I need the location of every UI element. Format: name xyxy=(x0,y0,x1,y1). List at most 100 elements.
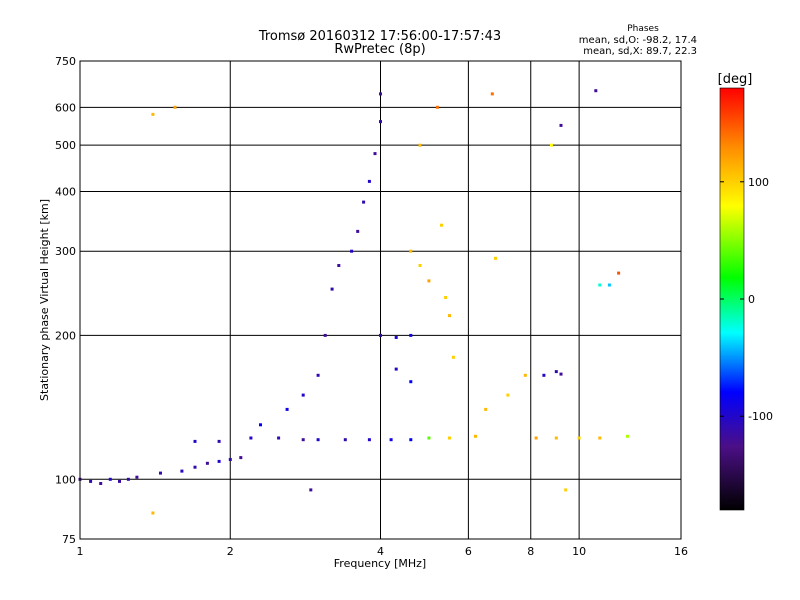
data-point xyxy=(409,438,413,442)
data-point xyxy=(484,407,488,411)
x-tick-label: 16 xyxy=(674,545,688,558)
data-point xyxy=(394,336,398,339)
data-point xyxy=(598,436,602,440)
y-tick-label: 200 xyxy=(55,329,76,342)
data-point xyxy=(409,380,413,384)
data-point xyxy=(249,436,253,440)
data-point xyxy=(389,438,393,442)
data-point xyxy=(554,436,558,440)
data-point xyxy=(180,469,184,473)
data-point xyxy=(559,372,563,376)
data-point xyxy=(99,482,103,485)
data-point xyxy=(367,438,371,442)
data-point xyxy=(494,256,497,260)
data-point xyxy=(259,423,262,427)
data-point xyxy=(309,488,313,492)
data-point xyxy=(373,152,377,156)
data-point xyxy=(409,333,413,337)
data-point xyxy=(228,458,232,461)
y-axis-ticks: 75 100 200 300 400 500 600 750 xyxy=(55,55,76,546)
data-point xyxy=(239,456,243,460)
data-point xyxy=(440,223,443,227)
colorbar-label: [deg] xyxy=(718,72,753,87)
data-point xyxy=(554,370,558,374)
stats-heading: Phases xyxy=(627,24,659,34)
data-point xyxy=(448,314,451,318)
x-axis-ticks: 1 2 4 6 8 10 16 xyxy=(77,545,689,558)
data-point xyxy=(118,479,121,483)
y-tick-label: 75 xyxy=(62,533,76,546)
stats-line-o: mean, sd,O: -98.2, 17.4 xyxy=(579,35,697,46)
data-point xyxy=(193,439,197,443)
x-tick-label: 10 xyxy=(572,545,586,558)
data-point xyxy=(564,488,568,492)
data-point xyxy=(277,436,281,440)
chart-subtitle: RwPretec (8p) xyxy=(334,42,425,57)
stats-line-x: mean, sd,X: 89.7, 22.3 xyxy=(583,46,697,57)
data-point xyxy=(301,438,305,442)
data-point xyxy=(367,179,371,183)
data-point xyxy=(151,112,155,116)
data-point xyxy=(448,436,451,440)
colorbar-tick-label: -100 xyxy=(748,410,773,423)
data-point xyxy=(444,296,448,299)
x-tick-label: 2 xyxy=(227,545,234,558)
chart-title: Tromsø 20160312 17:56:00-17:57:43 xyxy=(258,29,501,44)
data-point xyxy=(379,333,382,337)
data-point xyxy=(362,200,366,204)
data-point xyxy=(523,373,527,377)
data-point xyxy=(159,471,162,475)
data-point xyxy=(316,373,320,377)
data-point xyxy=(490,92,494,96)
data-point xyxy=(474,434,477,438)
data-point xyxy=(418,264,422,267)
data-point xyxy=(126,477,130,481)
y-tick-label: 100 xyxy=(55,473,76,486)
data-point xyxy=(193,465,197,469)
data-point xyxy=(205,461,209,465)
colorbar-tick-label: 100 xyxy=(748,176,769,189)
y-tick-label: 600 xyxy=(55,101,76,114)
data-point xyxy=(316,438,320,442)
plot-frame xyxy=(79,60,682,540)
colorbar-ticks: 100 0 -100 xyxy=(720,176,773,423)
data-point xyxy=(451,355,455,359)
data-point xyxy=(542,373,546,377)
y-tick-label: 400 xyxy=(55,185,76,198)
data-point xyxy=(577,436,581,440)
data-point xyxy=(594,89,598,93)
data-point xyxy=(418,143,422,147)
data-point xyxy=(379,120,382,124)
data-point xyxy=(217,439,221,443)
data-point xyxy=(394,367,398,371)
x-tick-label: 4 xyxy=(377,545,384,558)
y-tick-label: 750 xyxy=(55,55,76,68)
data-point xyxy=(323,333,327,337)
data-point xyxy=(506,393,510,397)
data-point xyxy=(598,283,602,287)
grid-lines xyxy=(80,61,681,539)
data-point xyxy=(89,479,93,483)
scatter-points xyxy=(78,89,629,515)
data-point xyxy=(617,271,621,275)
data-point xyxy=(217,459,221,463)
x-tick-label: 6 xyxy=(465,545,472,558)
data-point xyxy=(337,264,341,267)
data-point xyxy=(626,434,629,438)
data-point xyxy=(409,249,413,253)
x-axis-label: Frequency [MHz] xyxy=(334,557,426,570)
y-tick-label: 300 xyxy=(55,245,76,258)
y-tick-label: 500 xyxy=(55,139,76,152)
colorbar-tick-label: 0 xyxy=(748,293,755,306)
x-tick-label: 1 xyxy=(77,545,84,558)
data-point xyxy=(350,249,354,253)
data-point xyxy=(151,511,155,515)
data-point xyxy=(301,393,305,397)
data-point xyxy=(173,105,177,109)
data-point xyxy=(285,407,289,411)
data-point xyxy=(108,477,112,481)
data-point xyxy=(330,287,334,291)
data-point xyxy=(427,279,431,283)
data-point xyxy=(379,92,382,96)
